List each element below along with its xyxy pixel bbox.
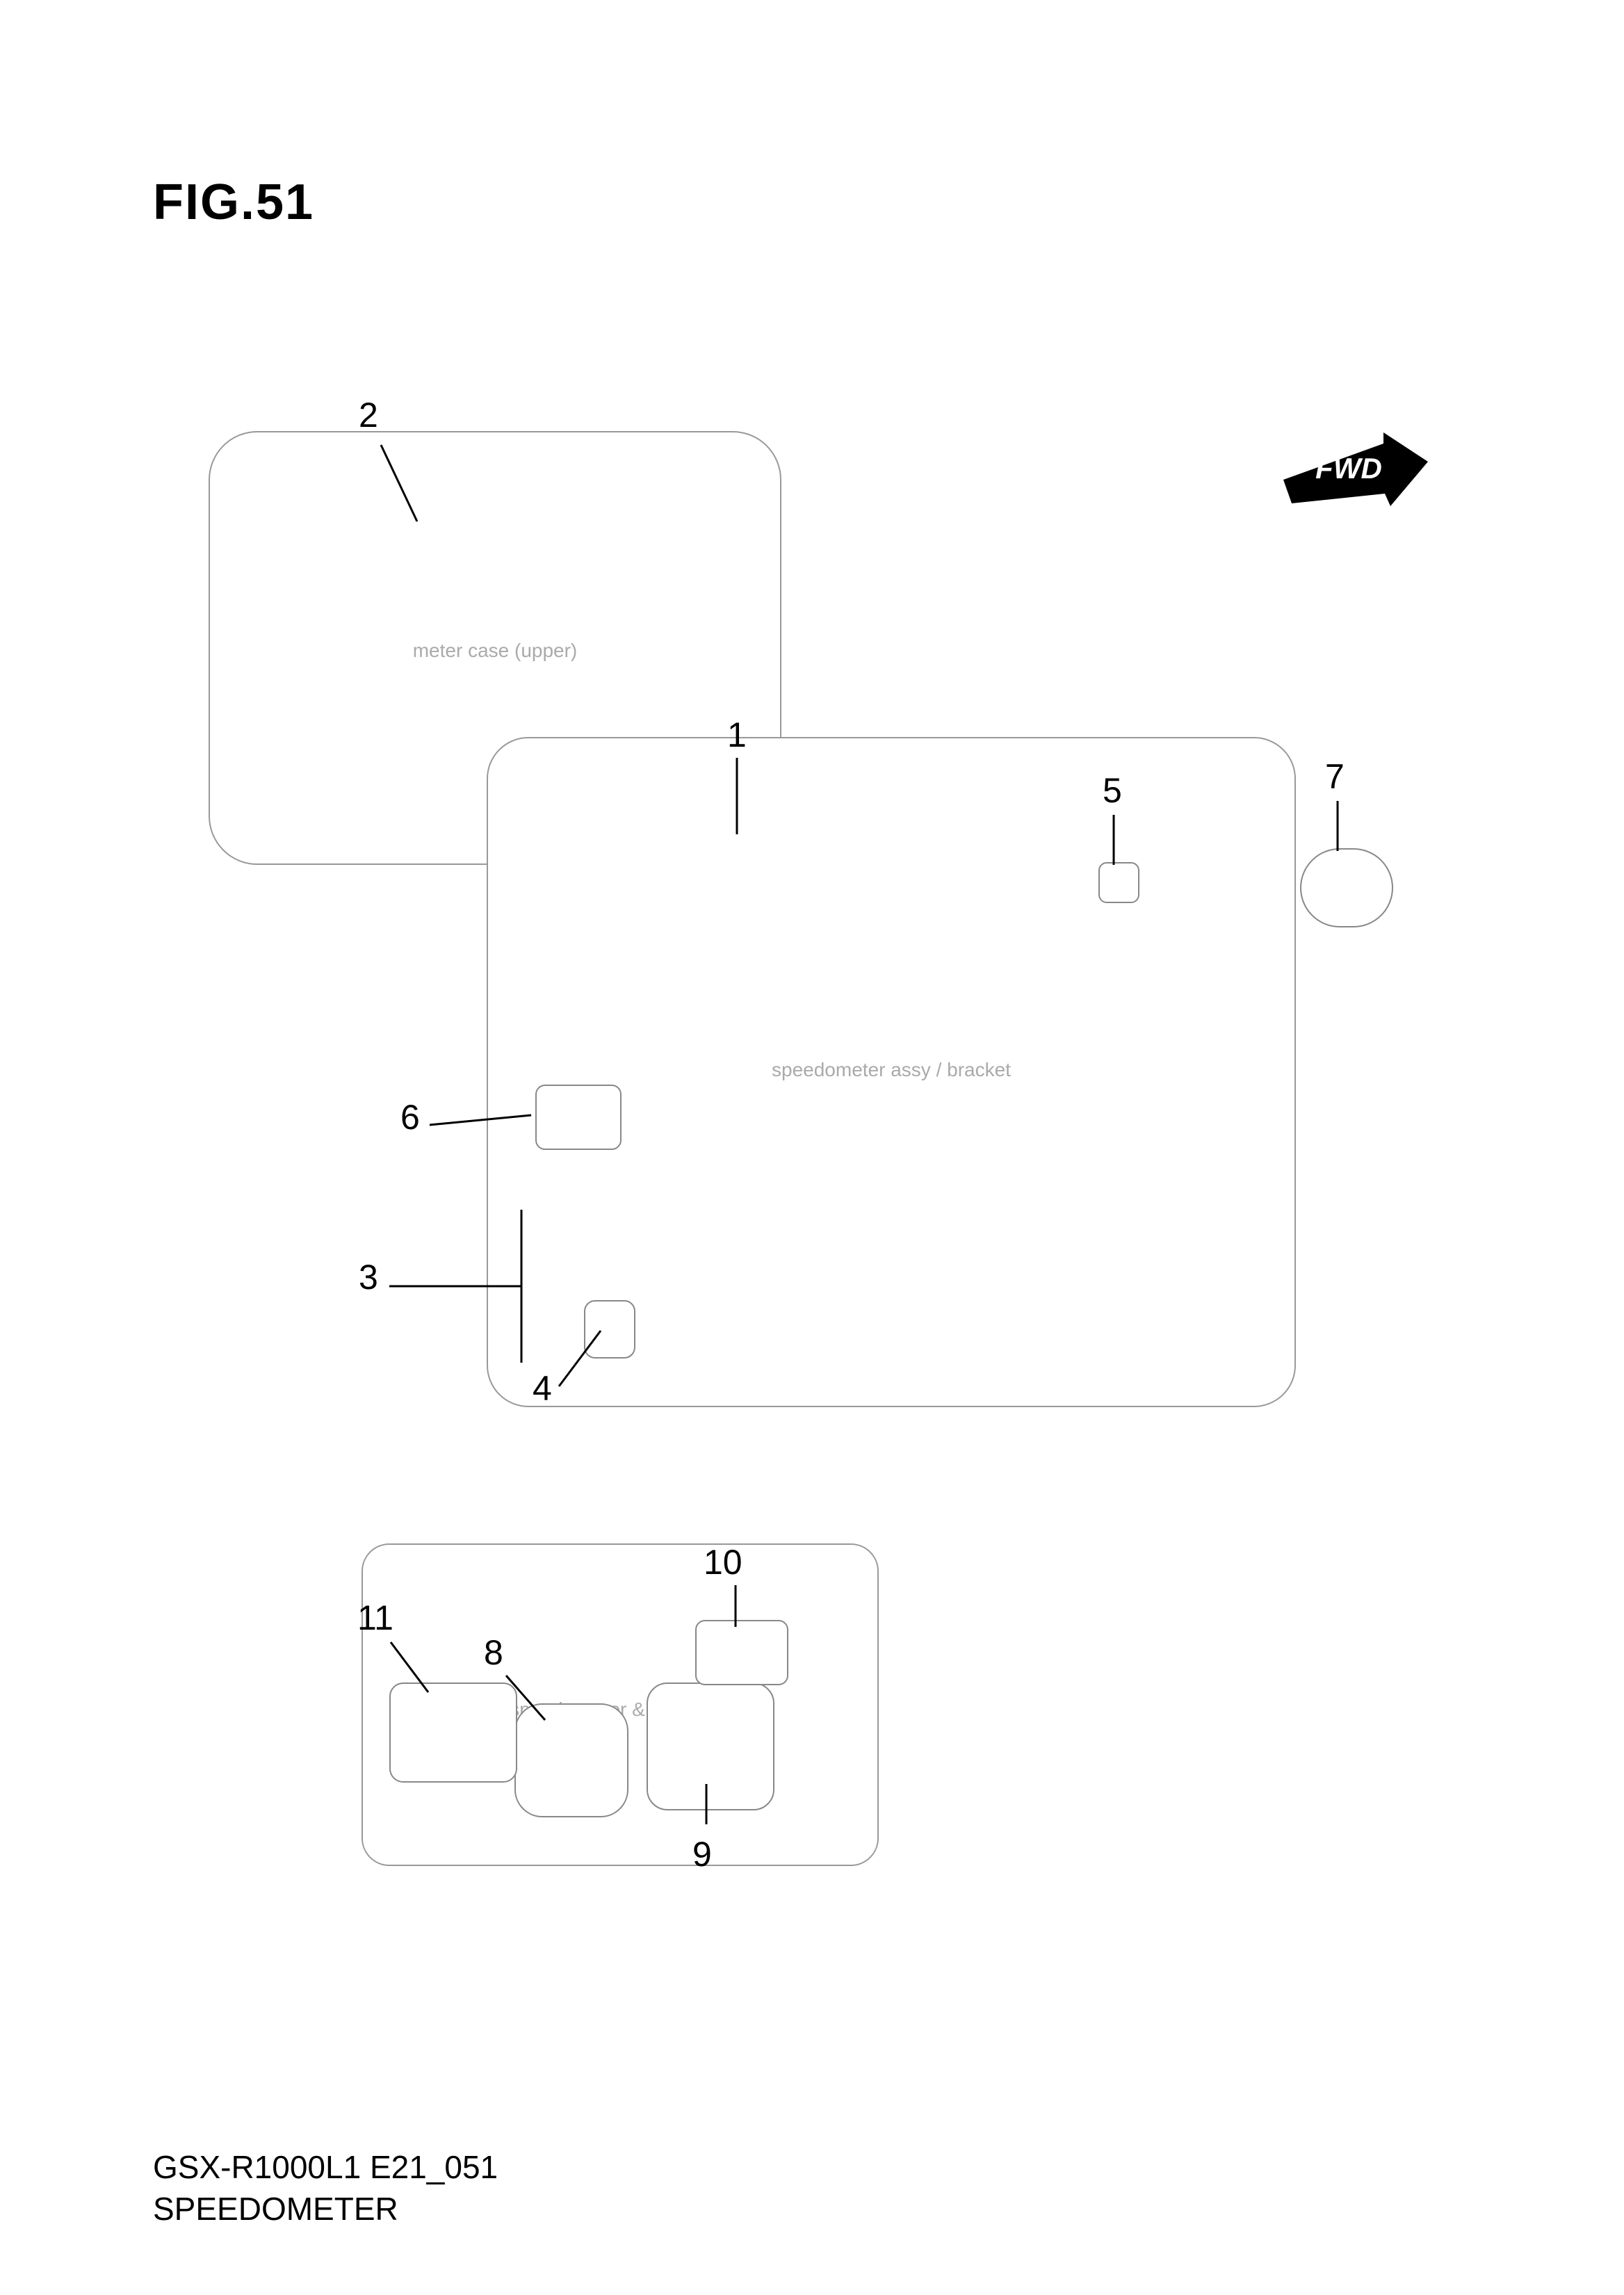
- page: FIG.51 FWD SBM MOTORPARTS meter case (up…: [0, 0, 1624, 2295]
- callout-4: 4: [533, 1368, 552, 1409]
- callout-2: 2: [359, 395, 378, 435]
- placeholder-label: speedometer assy / bracket: [488, 1059, 1294, 1081]
- fwd-label: FWD: [1315, 452, 1382, 485]
- part-bolt-11: [389, 1682, 517, 1783]
- callout-10: 10: [704, 1542, 742, 1582]
- part-bolt-10: [695, 1620, 788, 1685]
- part-cushion-7: [1300, 848, 1393, 927]
- callout-8: 8: [484, 1632, 503, 1673]
- footer-part-name: SPEEDOMETER: [153, 2190, 398, 2228]
- callout-3: 3: [359, 1257, 378, 1297]
- part-sensor-9: [647, 1682, 774, 1810]
- callout-7: 7: [1325, 756, 1345, 797]
- callout-6: 6: [400, 1097, 420, 1137]
- callout-1: 1: [727, 715, 747, 755]
- callout-9: 9: [692, 1834, 712, 1874]
- part-screw-5: [1098, 862, 1139, 903]
- placeholder-label: meter case (upper): [210, 640, 780, 662]
- fwd-arrow-icon: FWD: [1279, 431, 1432, 508]
- part-cushion-4: [584, 1300, 635, 1359]
- callout-11: 11: [357, 1598, 393, 1638]
- footer-model-code: GSX-R1000L1 E21_051: [153, 2148, 498, 2186]
- figure-title: FIG.51: [153, 174, 314, 231]
- fwd-badge: FWD: [1279, 431, 1432, 508]
- part-gear-8: [514, 1703, 628, 1817]
- callout-5: 5: [1103, 770, 1122, 811]
- part-bolt-6: [535, 1085, 622, 1150]
